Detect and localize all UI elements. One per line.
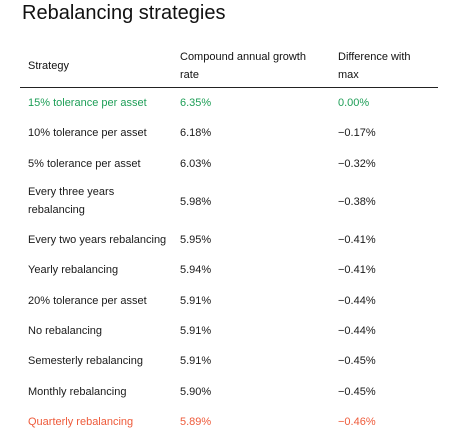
table-row: 10% tolerance per asset 6.18% −0.17% [20,118,438,148]
cell-cagr: 5.90% [180,385,212,398]
cell-difference: −0.41% [338,264,376,277]
table-row: Every three years rebalancing 5.98% −0.3… [20,179,438,225]
header-cagr: Compound annual growth rate [180,51,306,81]
cell-strategy: Quarterly rebalancing [28,415,134,428]
cell-difference: −0.44% [338,324,376,337]
table-row: Quarterly rebalancing 5.89% −0.46% [20,407,438,437]
cell-strategy: No rebalancing [28,324,102,337]
table-row: 15% tolerance per asset 6.35% 0.00% [20,88,438,118]
page-title: Rebalancing strategies [22,2,226,24]
cell-cagr: 5.94% [180,264,212,277]
cell-difference: −0.45% [338,385,376,398]
cell-cagr: 5.91% [180,294,212,307]
cell-difference: −0.45% [338,355,376,368]
cell-cagr: 5.98% [180,195,212,208]
cell-difference: −0.17% [338,127,376,140]
cell-strategy: Semesterly rebalancing [28,355,143,368]
table-row: Semesterly rebalancing 5.91% −0.45% [20,346,438,376]
cell-cagr: 5.91% [180,355,212,368]
cell-difference: −0.32% [338,157,376,170]
cell-difference: 0.00% [338,97,370,110]
header-difference: Difference with max [338,51,411,81]
rebalancing-table: Strategy Compound annual growth rate Dif… [20,40,438,437]
table-row: 5% tolerance per asset 6.03% −0.32% [20,149,438,179]
cell-difference: −0.46% [338,415,376,428]
cell-strategy: 10% tolerance per asset [28,127,147,140]
header-strategy: Strategy [28,60,69,72]
table-row: Every two years rebalancing 5.95% −0.41% [20,225,438,255]
cell-cagr: 6.35% [180,97,212,110]
cell-strategy: Monthly rebalancing [28,385,127,398]
table-row: 20% tolerance per asset 5.91% −0.44% [20,285,438,315]
cell-strategy: 5% tolerance per asset [28,157,141,170]
cell-cagr: 6.18% [180,127,212,140]
cell-cagr: 5.89% [180,415,212,428]
cell-strategy: Every two years rebalancing [28,234,167,247]
cell-difference: −0.38% [338,195,376,208]
cell-cagr: 6.03% [180,157,212,170]
cell-strategy: 15% tolerance per asset [28,97,147,110]
table-row: No rebalancing 5.91% −0.44% [20,316,438,346]
cell-strategy: Every three years rebalancing [28,185,115,216]
cell-difference: −0.44% [338,294,376,307]
cell-cagr: 5.95% [180,234,212,247]
table-row: Yearly rebalancing 5.94% −0.41% [20,255,438,285]
cell-cagr: 5.91% [180,324,212,337]
cell-strategy: 20% tolerance per asset [28,294,147,307]
cell-difference: −0.41% [338,234,376,247]
cell-strategy: Yearly rebalancing [28,264,119,277]
table-header: Strategy Compound annual growth rate Dif… [20,40,438,88]
table-row: Monthly rebalancing 5.90% −0.45% [20,376,438,406]
